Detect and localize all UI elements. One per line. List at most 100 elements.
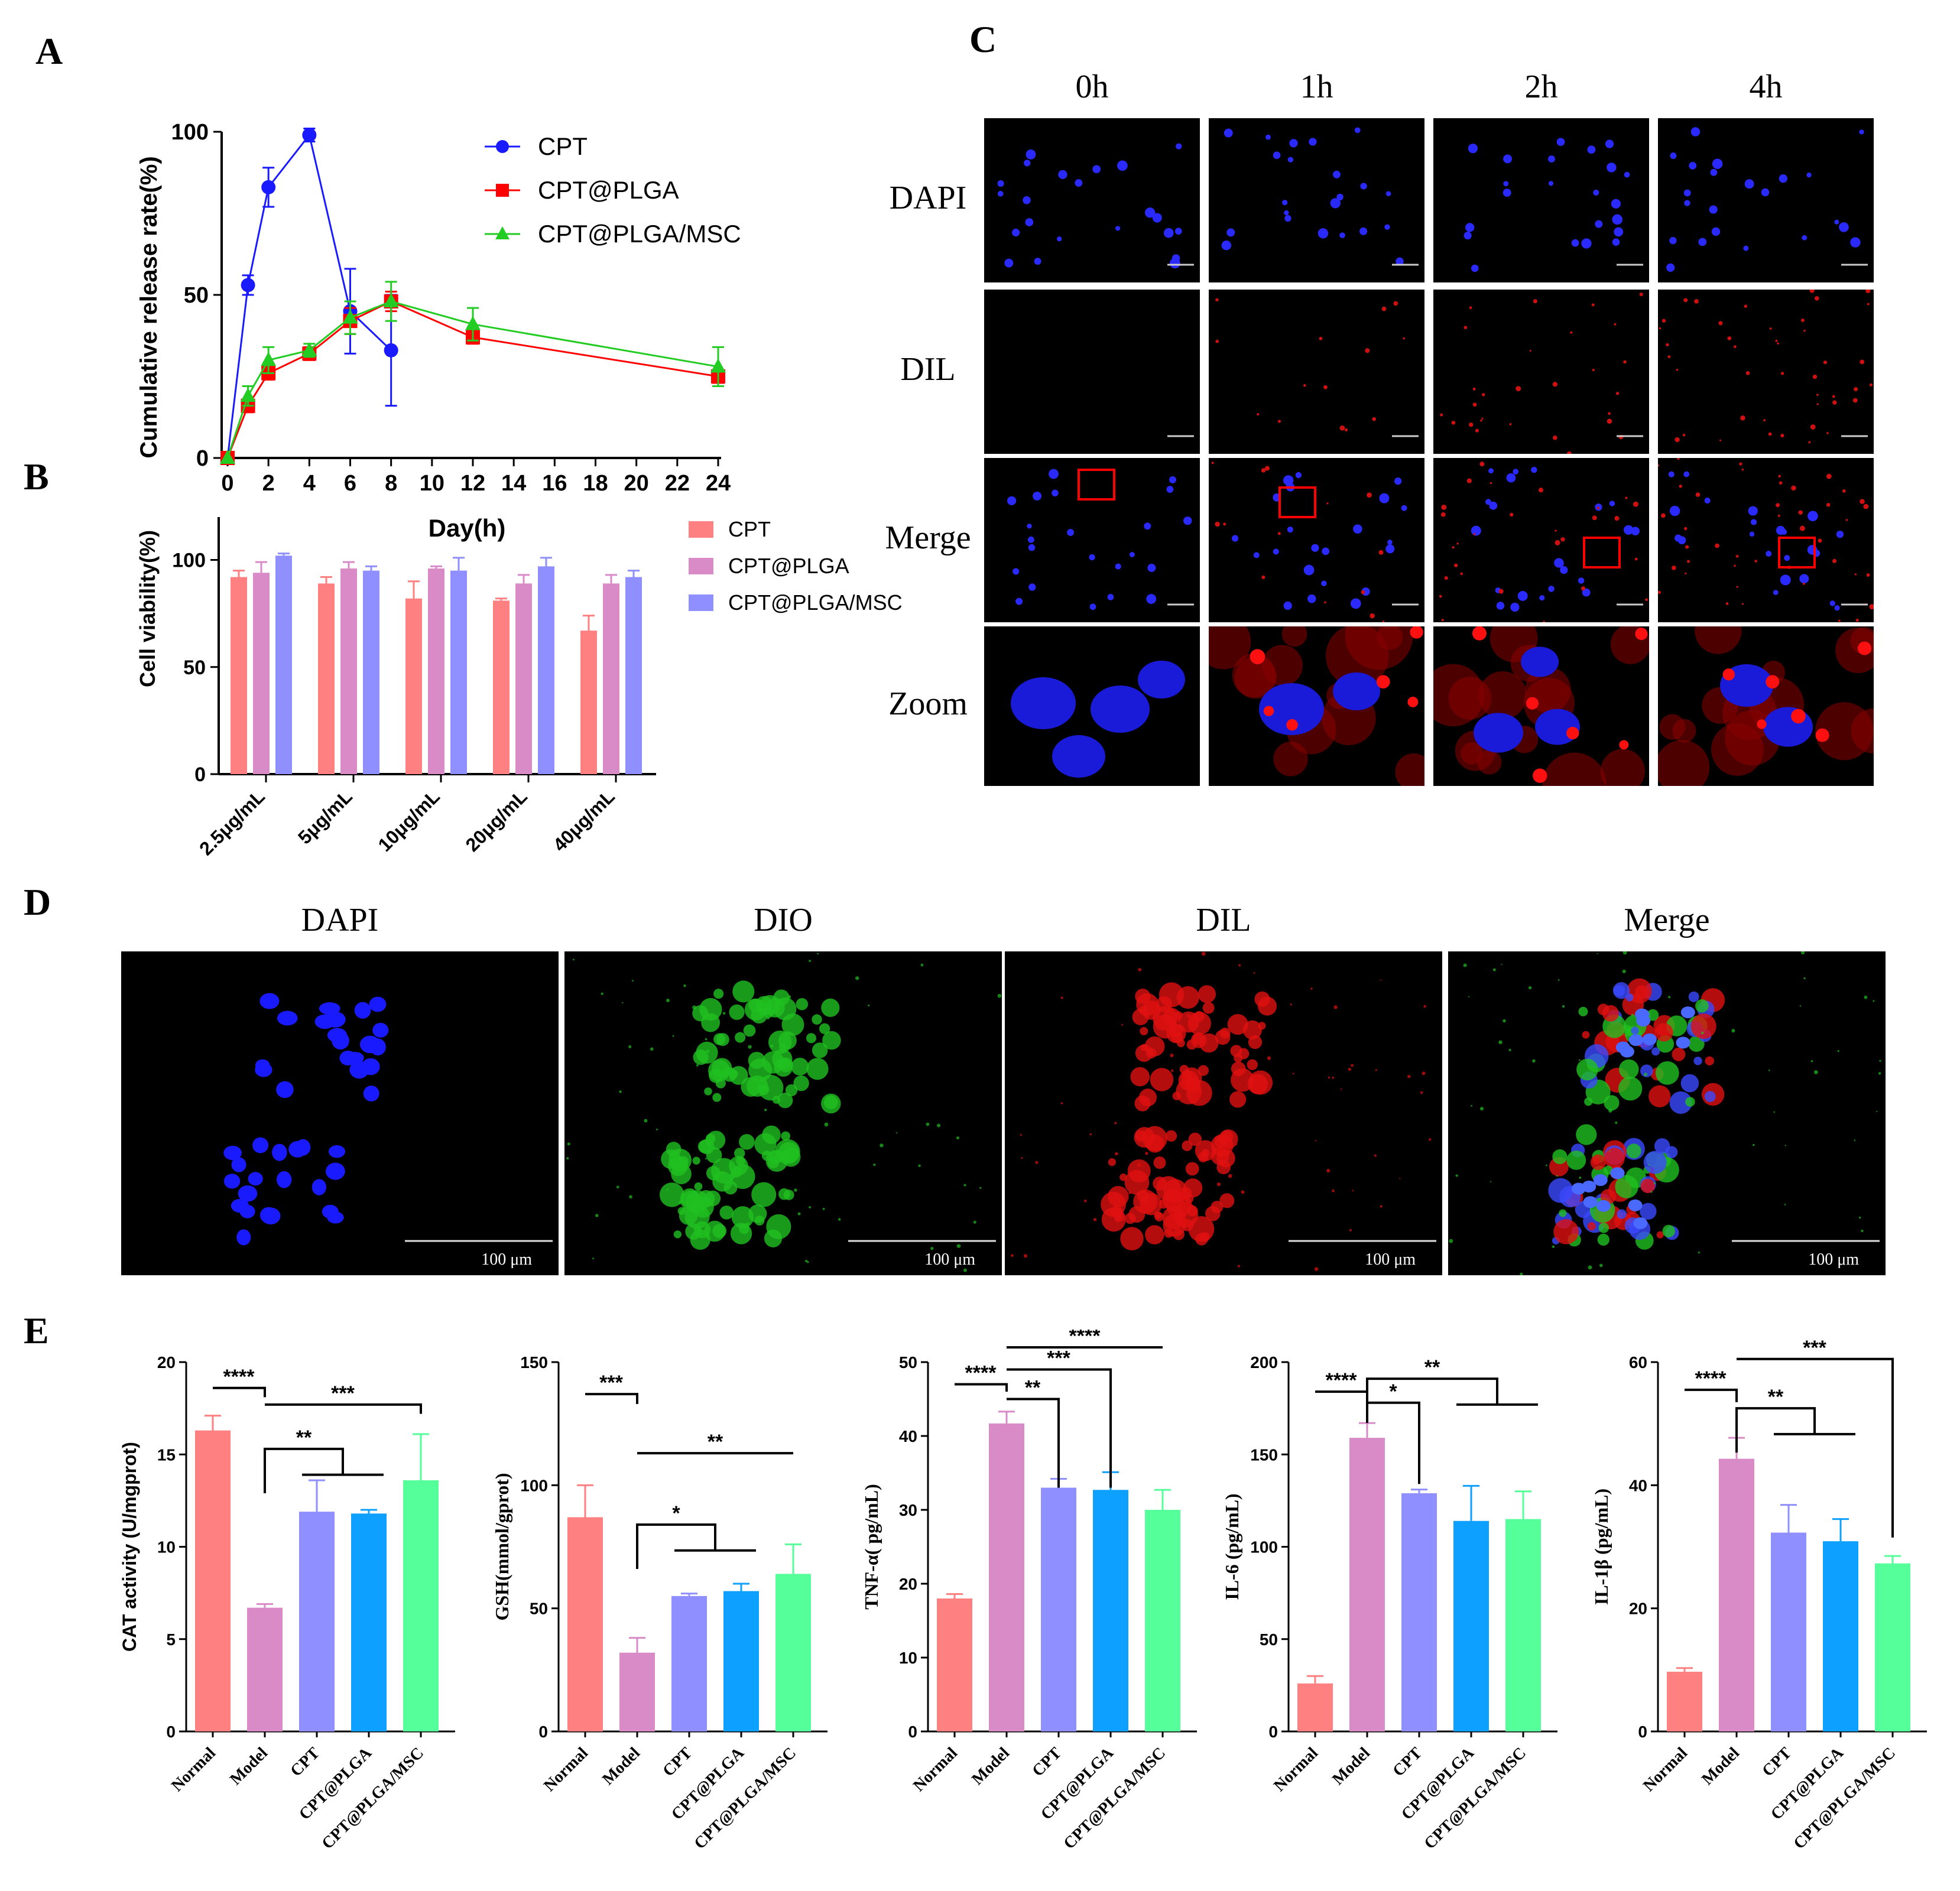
background-speck [1864,995,1868,999]
chart-a-ytick-label: 50 [184,283,209,308]
chart-b-bar [538,566,554,774]
chart-a-ytick-label: 100 [171,120,209,145]
blue-dot [1336,193,1344,201]
background-speck [1837,1050,1839,1052]
background-speck [1114,1152,1118,1156]
red-dot [1623,360,1627,364]
panel-label-d: D [24,881,51,923]
red-dot [1685,572,1687,574]
red-dot [1869,604,1874,610]
red-dot [1675,437,1680,443]
chart-e-bar [723,1591,759,1731]
blue-dot [1004,258,1014,268]
chart-e-sig-label: ** [1424,1356,1440,1379]
panel-c-column-label: 2h [1524,69,1558,105]
nucleus [1610,1167,1625,1180]
red-dot [1303,384,1306,387]
background-speck [963,1268,967,1272]
background-speck [1492,968,1496,972]
red-dot [1498,589,1504,594]
cell-signal [731,1167,742,1178]
blue-dot [1023,196,1031,204]
cell-signal [793,1075,809,1091]
cell-signal [1229,1091,1247,1108]
background-speck [1455,1174,1458,1177]
red-dot [1215,521,1220,527]
background-speck [817,953,819,955]
chart-a-point [384,343,398,358]
chart-b-bar [493,600,510,774]
red-dot [1818,538,1822,543]
red-dot [1473,533,1476,535]
cell-signal [1693,1057,1702,1065]
panel-label-c: C [969,18,997,60]
cell-signal [1188,1132,1202,1146]
background-speck [1643,1073,1648,1077]
panel-c-row-label: Merge [885,519,971,556]
blue-dot [1353,524,1362,534]
chart-e-ytick-label: 20 [899,1575,917,1593]
chart-a-xtick-label: 0 [221,471,233,496]
cell-signal [1618,1076,1643,1101]
chart-a-point [301,342,317,356]
red-dot [1826,473,1832,479]
blue-dot [1761,188,1770,197]
blue-dot [1690,127,1701,137]
red-dot [1842,489,1846,493]
cell-signal [822,1031,841,1050]
background-speck [1608,1109,1612,1113]
chart-e-category-label: CPT [1028,1744,1065,1780]
chart-a-point [261,352,277,366]
blue-dot [1806,173,1812,178]
red-dot [1444,576,1448,580]
chart-e-bar [1719,1458,1754,1731]
chart-b-legend-label: CPT@PLGA [728,554,849,578]
red-dot [1733,345,1737,349]
blue-dot [1556,138,1565,147]
blue-dot [1224,128,1233,138]
red-dot [1393,301,1398,306]
background-speck [1501,963,1503,965]
red-dot [1854,387,1858,392]
chart-e-bar [619,1652,655,1731]
cell-signal [712,1093,722,1102]
background-speck [1784,1145,1786,1146]
blue-dot [1026,149,1036,160]
background-speck [1020,1133,1023,1136]
chart-a-xtick-label: 2 [262,471,275,496]
chart-e-category-label: CPT@PLGA/MSC [319,1744,427,1853]
red-dot [1592,369,1595,372]
chart-a-point [710,358,726,373]
red-dot [1466,478,1472,483]
panel-c-micrograph-zoom-0h [984,626,1200,786]
chart-a-xtick-label: 18 [583,471,608,496]
chart-e-category-label: Normal [168,1744,219,1795]
chart-e-sig-label: *** [1047,1347,1070,1370]
chart-e-ylabel: IL-6 (pg/mL) [1221,1493,1242,1600]
chart-e-category-label: Normal [1640,1744,1691,1795]
blue-dot [1183,516,1192,525]
background-speck [807,1261,809,1263]
red-dot [1775,339,1778,342]
red-dot [1614,516,1620,521]
cell-signal [1108,1158,1116,1167]
cell-signal [1688,991,1699,1002]
red-dot [1570,331,1573,334]
red-dot [1529,350,1531,352]
background-speck [824,1122,829,1127]
chart-b-legend-label: CPT@PLGA/MSC [728,590,903,615]
cell-signal [796,998,809,1011]
chart-e-sig-bracket [1366,1377,1498,1424]
cell-signal [1654,1023,1673,1042]
panel-c-micrograph-zoom-2h [1433,626,1649,786]
red-dot [1543,620,1545,622]
red-dot [1725,602,1729,605]
blue-dot [1146,594,1157,604]
background-speck [628,1045,632,1048]
background-speck [1114,1122,1117,1125]
panel-c-micrograph-dapi-0h [984,118,1200,282]
cell-signal [1655,1061,1679,1085]
blue-dot [1670,152,1677,159]
chart-e-category-label: Model [599,1744,644,1789]
cell-signal [743,1024,756,1037]
